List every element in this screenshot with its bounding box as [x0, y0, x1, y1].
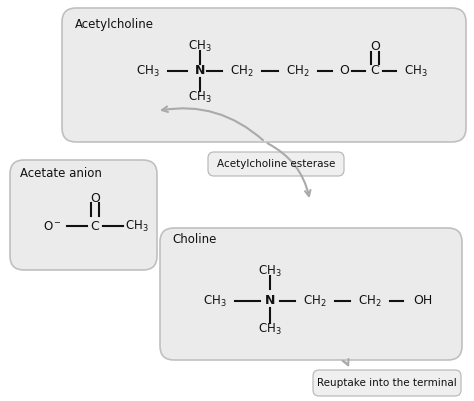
Text: Acetylcholine esterase: Acetylcholine esterase	[217, 159, 335, 169]
Text: Choline: Choline	[172, 233, 216, 246]
Text: CH$_3$: CH$_3$	[258, 263, 282, 279]
FancyBboxPatch shape	[160, 228, 462, 360]
Text: O: O	[90, 192, 100, 205]
Text: C: C	[91, 219, 100, 233]
FancyBboxPatch shape	[208, 152, 344, 176]
Text: N: N	[265, 294, 275, 308]
FancyBboxPatch shape	[10, 160, 157, 270]
Text: Reuptake into the terminal: Reuptake into the terminal	[317, 378, 457, 388]
Text: CH$_2$: CH$_2$	[303, 294, 327, 308]
Text: CH$_3$: CH$_3$	[404, 63, 428, 79]
Text: CH$_2$: CH$_2$	[358, 294, 382, 308]
FancyBboxPatch shape	[62, 8, 466, 142]
Text: Acetate anion: Acetate anion	[20, 167, 102, 180]
Text: CH$_3$: CH$_3$	[136, 63, 160, 79]
Text: O: O	[370, 40, 380, 53]
Text: CH$_3$: CH$_3$	[125, 219, 149, 233]
Text: Acetylcholine: Acetylcholine	[75, 18, 154, 31]
Text: CH$_2$: CH$_2$	[230, 63, 254, 79]
Text: CH$_3$: CH$_3$	[203, 294, 227, 308]
Text: CH$_3$: CH$_3$	[258, 322, 282, 336]
Text: CH$_3$: CH$_3$	[188, 89, 212, 105]
Text: CH$_3$: CH$_3$	[188, 38, 212, 54]
Text: O$^-$: O$^-$	[44, 219, 63, 233]
Text: C: C	[371, 65, 379, 77]
Text: OH: OH	[413, 294, 433, 308]
Text: O: O	[339, 65, 349, 77]
FancyBboxPatch shape	[313, 370, 461, 396]
Text: N: N	[195, 65, 205, 77]
Text: CH$_2$: CH$_2$	[286, 63, 310, 79]
